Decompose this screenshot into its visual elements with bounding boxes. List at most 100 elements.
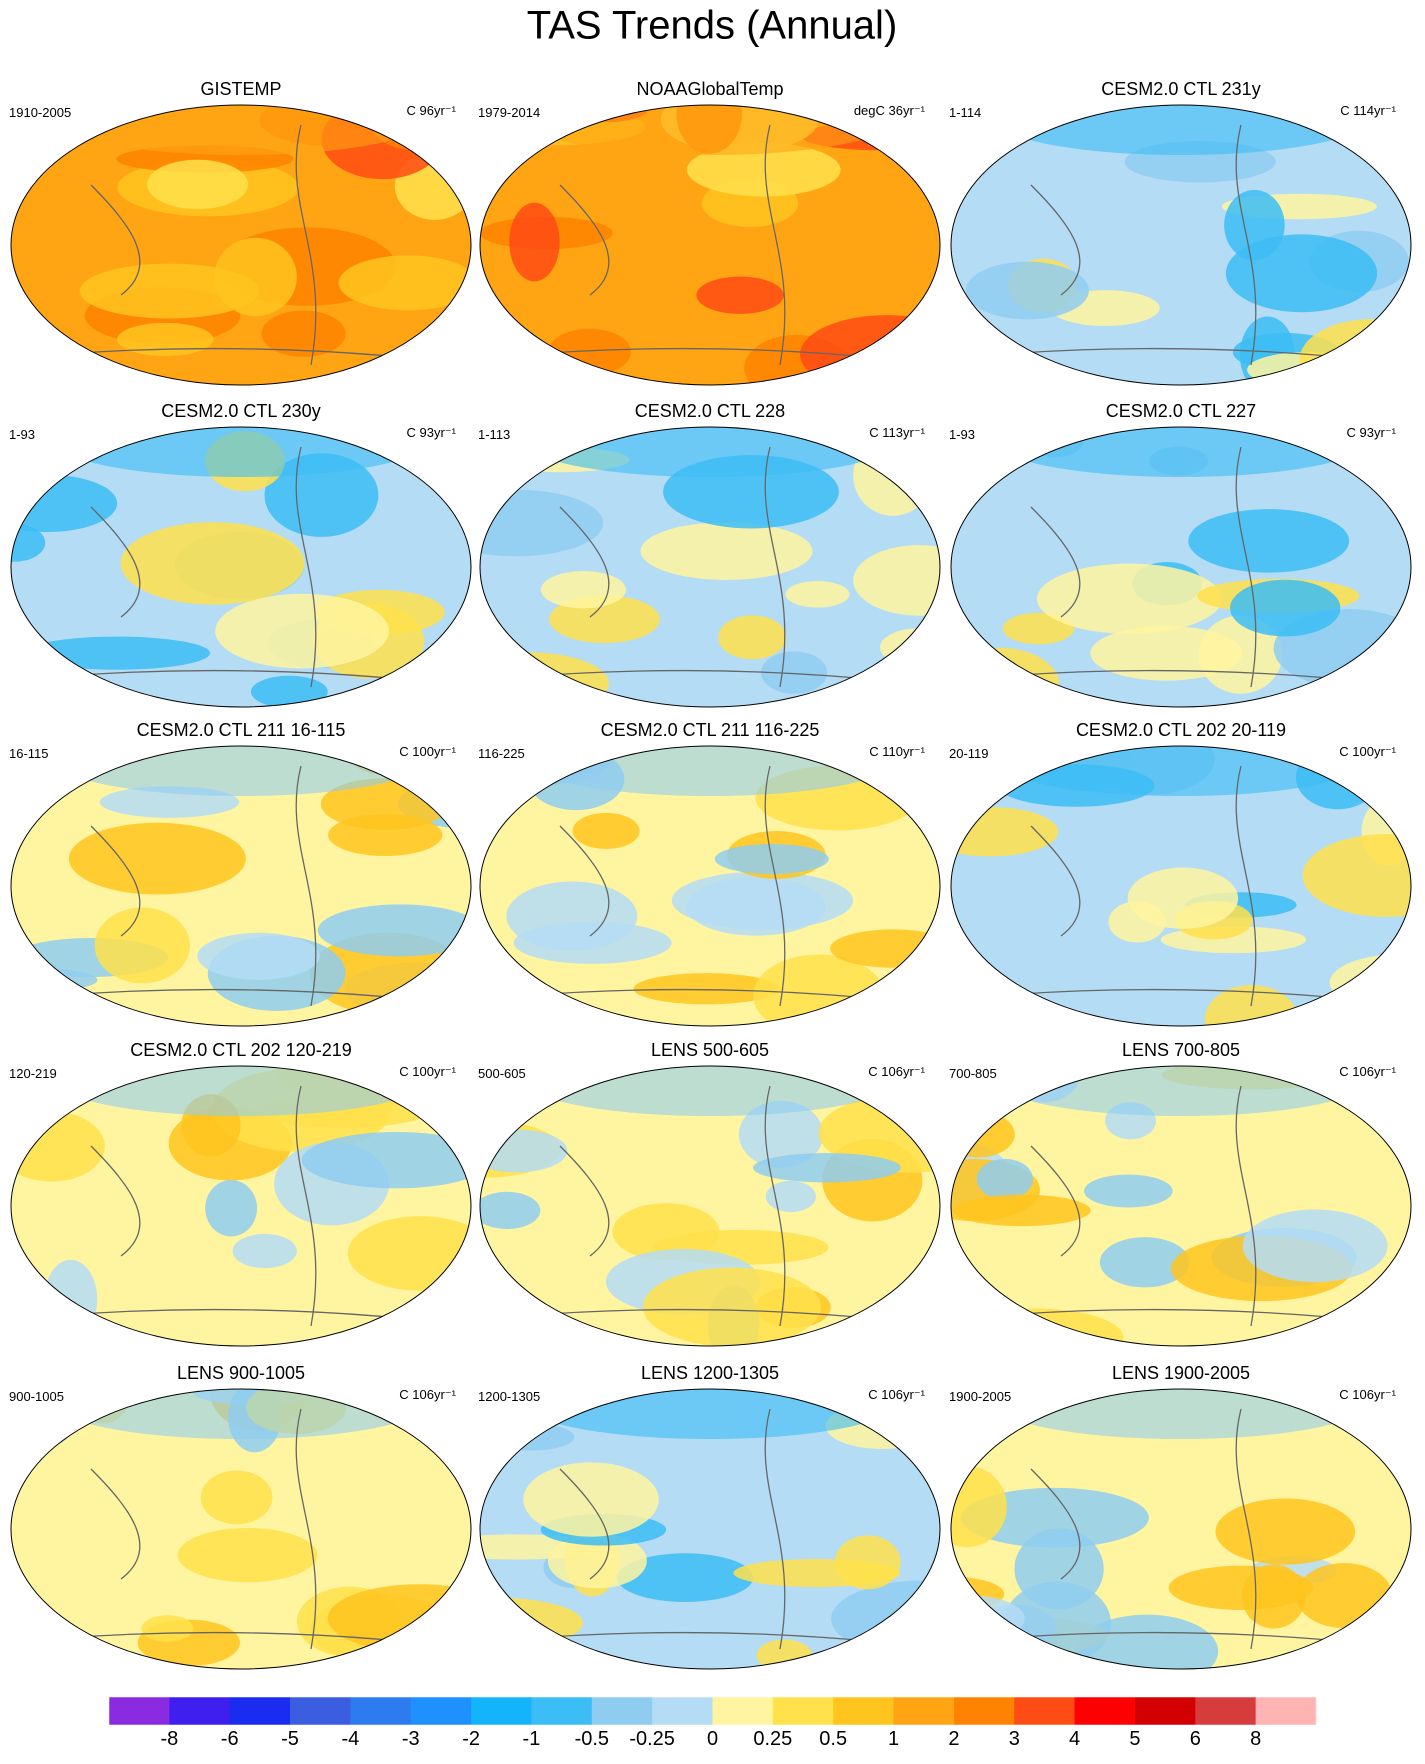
map-anomaly-region xyxy=(506,881,638,951)
colorbar-swatch xyxy=(772,1697,834,1725)
map-anomaly-region xyxy=(526,1066,894,1116)
coastline xyxy=(519,1408,901,1650)
map-anomaly-region xyxy=(738,1100,824,1168)
panel-units: C 106yr⁻¹ xyxy=(868,1387,925,1402)
map-anomaly-region xyxy=(952,1194,1091,1227)
panel-title: NOAAGlobalTemp xyxy=(636,79,783,99)
map-anomaly-region xyxy=(232,1233,297,1269)
map-anomaly-region xyxy=(1225,234,1378,313)
map-panel: CESM2.0 CTL 227 1-93 C 93yr⁻¹ xyxy=(949,401,1412,708)
map-anomaly-region xyxy=(526,427,894,477)
map-outline xyxy=(479,1388,941,1670)
map xyxy=(11,427,471,707)
map-anomaly-region xyxy=(57,746,425,796)
colorbar-swatch xyxy=(1255,1697,1317,1725)
map xyxy=(11,105,471,385)
map-anomaly-region xyxy=(1295,1563,1393,1629)
map-anomaly-region xyxy=(141,1615,194,1642)
map-anomaly-region xyxy=(1108,901,1166,943)
map xyxy=(951,746,1411,1026)
map-outline xyxy=(10,1065,472,1347)
map-anomaly-region xyxy=(997,746,1365,796)
map-anomaly-region xyxy=(997,1066,1365,1116)
map-panel: GISTEMP 1910-2005 C 96yr⁻¹ xyxy=(9,79,472,386)
coastline xyxy=(50,765,432,1007)
panel-period: 1-114 xyxy=(949,105,981,120)
map-anomaly-region xyxy=(120,522,305,605)
map-anomaly-region xyxy=(1168,1565,1313,1610)
map-anomaly-region xyxy=(214,237,297,317)
map-anomaly-region xyxy=(301,1131,471,1189)
map-anomaly-region xyxy=(1084,1174,1173,1208)
map-anomaly-region xyxy=(11,1111,105,1182)
panel-period: 700-805 xyxy=(949,1066,997,1081)
map-outline xyxy=(950,426,1412,708)
colorbar-tick-label: -8 xyxy=(160,1728,178,1750)
panel-units: degC 36yr⁻¹ xyxy=(854,103,926,118)
map xyxy=(11,746,471,1026)
map-anomaly-region xyxy=(200,1470,273,1525)
coastline xyxy=(519,124,901,366)
colorbar-tick-label: 0.5 xyxy=(819,1728,847,1750)
panel-title: CESM2.0 CTL 211 116-225 xyxy=(601,720,820,740)
panel-period: 900-1005 xyxy=(9,1389,64,1404)
panel-period: 1200-1305 xyxy=(478,1389,540,1404)
map-anomaly-region xyxy=(761,651,828,694)
map-anomaly-region xyxy=(490,1423,575,1451)
map xyxy=(951,1066,1411,1346)
panel-units: C 113yr⁻¹ xyxy=(869,425,925,440)
map-outline xyxy=(950,1065,1412,1347)
colorbar-tick-label: 6 xyxy=(1190,1728,1201,1750)
coastline xyxy=(50,1085,432,1327)
panel-units: C 106yr⁻¹ xyxy=(1339,1387,1396,1402)
panel-units: C 93yr⁻¹ xyxy=(1347,425,1397,440)
panel-title: CESM2.0 CTL 211 16-115 xyxy=(137,720,346,740)
map-anomaly-region xyxy=(526,746,894,796)
map xyxy=(480,105,940,385)
coastline xyxy=(519,765,901,1007)
map-anomaly-region xyxy=(616,1553,754,1602)
coastline xyxy=(990,1085,1372,1327)
map-anomaly-region xyxy=(1188,509,1350,573)
map-anomaly-region xyxy=(79,263,260,319)
panel-period: 1-93 xyxy=(9,427,35,442)
map-anomaly-region xyxy=(57,1389,425,1439)
map xyxy=(951,105,1411,385)
map-outline xyxy=(950,1388,1412,1670)
figure-title: TAS Trends (Annual) xyxy=(527,4,898,48)
map-anomaly-region xyxy=(765,1180,816,1213)
panel-title: CESM2.0 CTL 231y xyxy=(1101,79,1260,99)
map-anomaly-region xyxy=(951,1308,1124,1346)
colorbar-swatch xyxy=(531,1697,593,1725)
panel-title: CESM2.0 CTL 227 xyxy=(1106,401,1256,421)
map-outline xyxy=(479,426,941,708)
map-anomaly-region xyxy=(830,929,940,968)
map-anomaly-region xyxy=(997,427,1365,477)
map-anomaly-region xyxy=(480,1129,568,1173)
map-anomaly-region xyxy=(147,159,249,210)
map-anomaly-region xyxy=(480,1597,583,1649)
panel-units: C 100yr⁻¹ xyxy=(1339,744,1396,759)
panel-units: C 106yr⁻¹ xyxy=(399,1387,456,1402)
panel-title: CESM2.0 CTL 202 120-219 xyxy=(130,1040,351,1060)
panel-units: C 93yr⁻¹ xyxy=(407,425,457,440)
colorbar-tick-label: 2 xyxy=(948,1728,959,1750)
colorbar-tick-label: 3 xyxy=(1009,1728,1020,1750)
map-panel: CESM2.0 CTL 231y 1-114 C 114yr⁻¹ xyxy=(949,79,1412,386)
colorbar-swatch xyxy=(1195,1697,1257,1725)
map-anomaly-region xyxy=(1306,676,1396,707)
map-anomaly-region xyxy=(436,1427,471,1465)
map-anomaly-region xyxy=(480,1191,541,1230)
map-outline xyxy=(10,426,472,708)
map-anomaly-region xyxy=(526,1389,894,1439)
colorbar-tick-label: 1 xyxy=(888,1728,899,1750)
map-panel: CESM2.0 CTL 228 1-113 C 113yr⁻¹ xyxy=(478,401,941,708)
map-anomaly-region xyxy=(853,435,933,516)
map-anomaly-region xyxy=(1329,347,1411,385)
map-panel: LENS 700-805 700-805 C 106yr⁻¹ xyxy=(949,1040,1412,1347)
map xyxy=(480,1066,940,1346)
map-anomaly-region xyxy=(347,1216,471,1291)
map-anomaly-region xyxy=(834,1535,901,1590)
map-anomaly-region xyxy=(640,522,813,580)
